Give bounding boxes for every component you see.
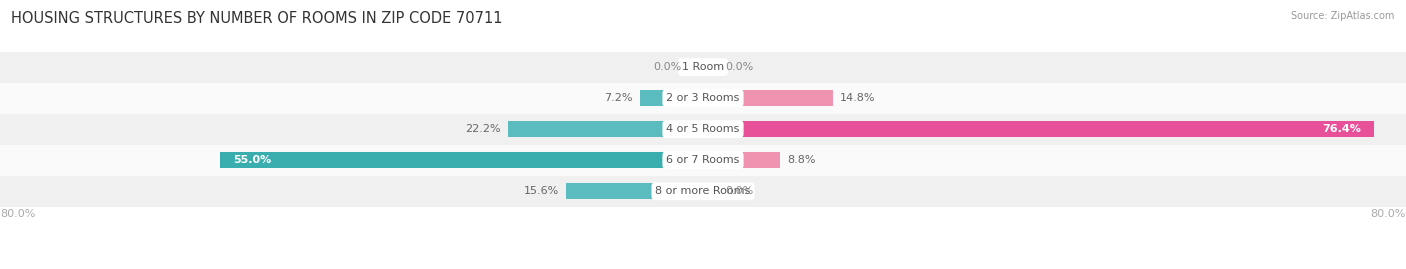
- Text: 8.8%: 8.8%: [787, 155, 815, 165]
- Text: Source: ZipAtlas.com: Source: ZipAtlas.com: [1291, 11, 1395, 21]
- Text: 14.8%: 14.8%: [841, 93, 876, 103]
- Bar: [0, 145, 1406, 176]
- Bar: [0, 83, 1406, 114]
- Bar: [219, 152, 703, 168]
- Text: 15.6%: 15.6%: [523, 186, 560, 196]
- Text: 55.0%: 55.0%: [233, 155, 271, 165]
- Text: 80.0%: 80.0%: [0, 209, 35, 219]
- Bar: [703, 121, 1375, 137]
- Text: 4 or 5 Rooms: 4 or 5 Rooms: [666, 124, 740, 134]
- Text: 0.0%: 0.0%: [652, 62, 681, 72]
- Text: 1 Room: 1 Room: [682, 62, 724, 72]
- Bar: [703, 152, 780, 168]
- Bar: [565, 183, 703, 199]
- Text: HOUSING STRUCTURES BY NUMBER OF ROOMS IN ZIP CODE 70711: HOUSING STRUCTURES BY NUMBER OF ROOMS IN…: [11, 11, 503, 26]
- Bar: [0, 114, 1406, 145]
- Bar: [703, 90, 832, 106]
- Bar: [0, 176, 1406, 207]
- Text: 76.4%: 76.4%: [1322, 124, 1361, 134]
- Bar: [0, 52, 1406, 83]
- Text: 0.0%: 0.0%: [725, 62, 754, 72]
- Text: 80.0%: 80.0%: [1371, 209, 1406, 219]
- Text: 2 or 3 Rooms: 2 or 3 Rooms: [666, 93, 740, 103]
- Text: 22.2%: 22.2%: [465, 124, 501, 134]
- Text: 8 or more Rooms: 8 or more Rooms: [655, 186, 751, 196]
- Text: 0.0%: 0.0%: [725, 186, 754, 196]
- Bar: [508, 121, 703, 137]
- Text: 6 or 7 Rooms: 6 or 7 Rooms: [666, 155, 740, 165]
- Bar: [640, 90, 703, 106]
- Text: 7.2%: 7.2%: [605, 93, 633, 103]
